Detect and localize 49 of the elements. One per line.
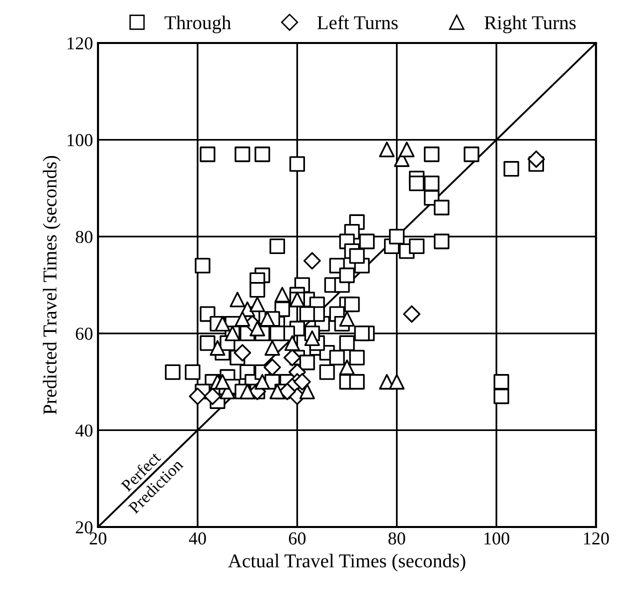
point [274, 286, 290, 302]
point [234, 344, 252, 362]
point [398, 142, 415, 158]
point [254, 374, 270, 390]
y-tick-label: 20 [76, 521, 92, 534]
point [278, 382, 296, 400]
point [188, 388, 206, 406]
point [528, 150, 545, 168]
point [230, 292, 246, 308]
y-tick-label: 40 [75, 424, 92, 437]
point [214, 374, 230, 390]
point [403, 305, 420, 323]
point [270, 384, 286, 400]
point [210, 340, 226, 356]
y-tick-label: 120 [68, 37, 92, 50]
x-tick-label: 60 [288, 532, 306, 545]
legend-label: Right Turns [484, 16, 576, 34]
point [299, 384, 315, 400]
point [303, 252, 321, 270]
point [289, 292, 305, 308]
point [379, 142, 395, 158]
point [339, 311, 355, 327]
point [250, 296, 266, 312]
point [204, 388, 222, 406]
point [214, 316, 230, 332]
point [264, 358, 281, 376]
point [264, 340, 280, 356]
point [234, 311, 250, 327]
x-tick-label: 40 [188, 532, 206, 545]
x-tick-label: 100 [484, 532, 510, 545]
point [293, 373, 311, 390]
legend-label: Through [164, 16, 231, 34]
y-tick-label: 60 [76, 328, 92, 340]
x-tick-label: 80 [388, 532, 406, 545]
point [260, 311, 276, 327]
y-axis-title: Predicted Travel Times (seconds) [42, 156, 60, 414]
point [224, 326, 240, 342]
y-tick-label: 100 [68, 134, 92, 146]
point [240, 384, 256, 400]
x-tick-label: 120 [584, 532, 609, 545]
y-tick-label: 80 [76, 230, 92, 244]
legend-label: Left Turns [317, 15, 398, 30]
x-axis-title: Actual Travel Times (seconds) [228, 554, 466, 572]
x-tick-label: 20 [90, 532, 106, 545]
point [339, 360, 355, 376]
point [250, 320, 266, 336]
point [284, 335, 300, 351]
point [304, 330, 320, 346]
point [389, 374, 405, 390]
